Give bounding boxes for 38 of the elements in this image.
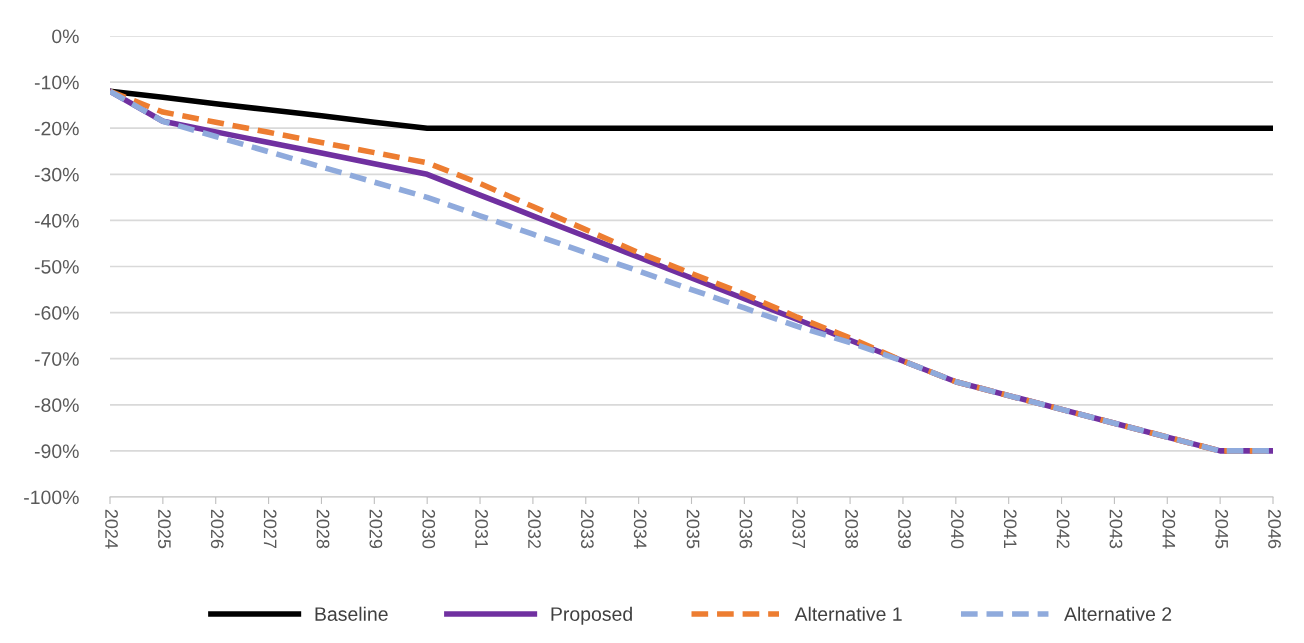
y-tick-label: -10% [34, 75, 79, 90]
y-tick-label: -30% [34, 167, 79, 182]
y-tick-label: -100% [24, 490, 79, 505]
x-tick-label: 2028 [316, 509, 330, 549]
x-tick-label: 2044 [1162, 509, 1176, 549]
x-tick-label: 2034 [633, 509, 647, 549]
x-tick-label: 2043 [1109, 509, 1123, 549]
y-tick-label: -20% [34, 121, 79, 136]
y-tick-label: -90% [34, 444, 79, 459]
x-tick-label: 2036 [739, 509, 753, 549]
x-tick-label: 2045 [1215, 509, 1229, 549]
y-tick-label: -80% [34, 398, 79, 413]
x-tick-label: 2024 [105, 509, 118, 549]
x-tick-label: 2042 [1056, 509, 1070, 549]
x-tick-label: 2029 [369, 509, 383, 549]
x-tick-label: 2039 [898, 509, 911, 549]
y-tick-label: -50% [34, 259, 79, 274]
y-tick-label: -40% [34, 213, 79, 228]
x-tick-label: 2025 [158, 509, 171, 549]
x-tick-label: 2041 [1003, 509, 1017, 549]
y-tick-label: -70% [34, 352, 79, 366]
x-tick-label: 2038 [845, 509, 859, 549]
x-tick-label: 2032 [528, 509, 541, 549]
legend-label: Baseline [315, 606, 388, 621]
x-tick-label: 2030 [422, 509, 436, 549]
y-tick-label: -60% [34, 306, 79, 320]
x-tick-label: 2040 [950, 509, 964, 549]
x-tick-label: 2031 [475, 509, 488, 549]
legend-label: Alternative 1 [794, 606, 902, 621]
x-tick-label: 2027 [263, 509, 277, 549]
x-tick-label: 2026 [210, 509, 224, 549]
legend-label: Proposed [551, 606, 632, 625]
y-tick-label: 0% [52, 29, 79, 44]
x-tick-label: 2035 [686, 509, 700, 549]
x-tick-label: 2033 [580, 509, 594, 549]
x-tick-label: 2046 [1268, 509, 1281, 549]
legend-label: Alternative 2 [1064, 606, 1172, 621]
x-tick-label: 2037 [792, 509, 806, 549]
